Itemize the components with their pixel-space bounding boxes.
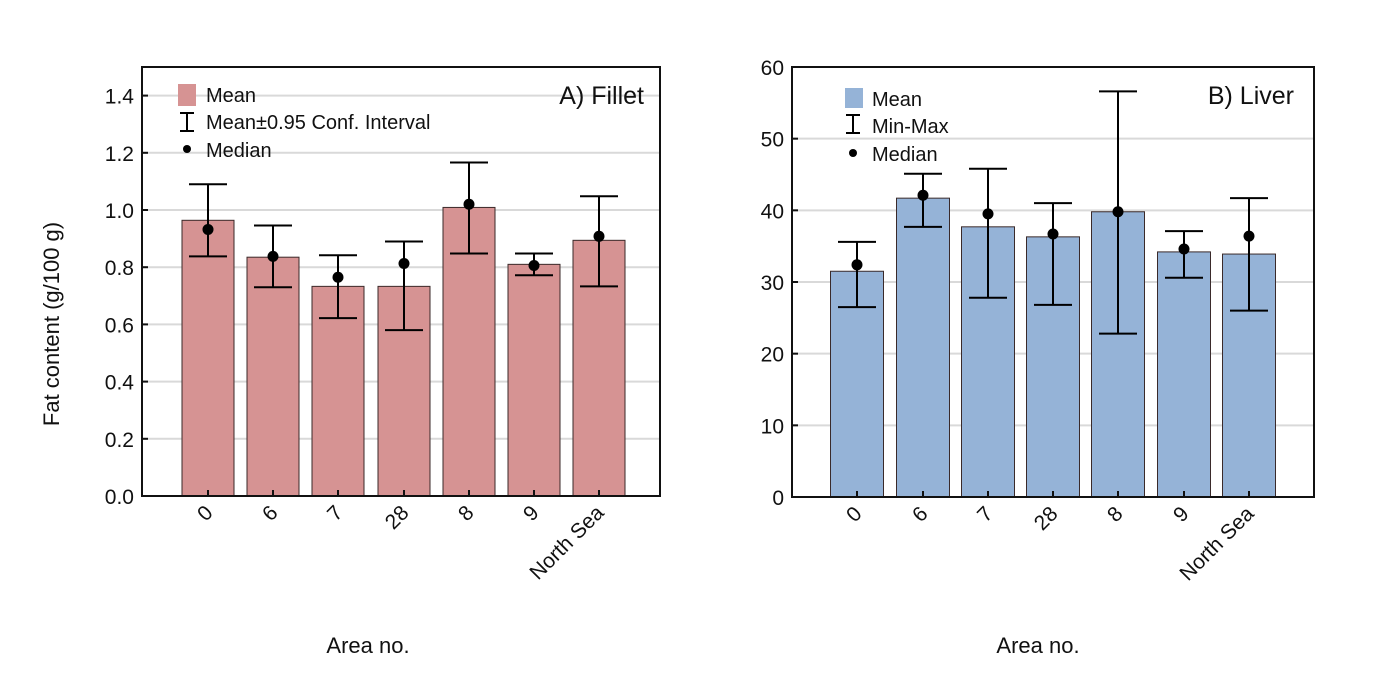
x-tick-label: 6 — [908, 502, 933, 527]
error-bar — [319, 254, 357, 320]
legend-errorbar-icon — [846, 114, 860, 134]
error-bar — [385, 240, 423, 332]
y-tick-label: 0.8 — [105, 257, 134, 280]
bars — [181, 206, 626, 497]
x-tick-label: 7 — [323, 501, 348, 526]
median-dot — [463, 198, 475, 210]
legend-mean-swatch — [845, 88, 863, 108]
legend-errorbar-icon — [180, 112, 194, 132]
legend-errorbar-label: Mean±0.95 Conf. Interval — [206, 112, 430, 134]
median-dot — [1243, 230, 1255, 242]
bar — [1157, 251, 1211, 498]
panel-title: A) Fillet — [559, 82, 644, 110]
median-dot — [267, 250, 279, 262]
panel-title: B) Liver — [1208, 82, 1294, 110]
y-tick-label: 40 — [761, 200, 784, 223]
median-dot — [528, 259, 540, 271]
bar — [246, 256, 300, 497]
y-tick-label: 50 — [761, 129, 784, 152]
y-tick-label: 0.2 — [105, 429, 134, 452]
error-bar — [189, 183, 227, 258]
y-tick-label: 0.4 — [105, 372, 135, 395]
x-tick-label: 8 — [1103, 502, 1128, 527]
y-tick-label: 0 — [772, 487, 784, 510]
x-tick-label: 0 — [193, 501, 218, 526]
median-dot — [1047, 228, 1059, 240]
median-dot — [593, 230, 605, 242]
x-tick-label: 0 — [842, 502, 867, 527]
x-tick-label: 28 — [381, 501, 414, 534]
x-tick-label: 9 — [519, 501, 544, 526]
legend: Mean Mean±0.95 Conf. Interval Median — [178, 84, 430, 162]
legend: Mean Min-Max Median — [845, 88, 949, 166]
legend-errorbar-label: Min-Max — [872, 116, 949, 138]
y-tick-label: 0.0 — [105, 486, 134, 509]
legend-median-label: Median — [872, 144, 938, 166]
x-axis-title: Area no. — [326, 633, 409, 658]
median-dot — [851, 259, 863, 271]
median-markers — [202, 198, 605, 283]
legend-median-dot — [849, 149, 857, 157]
legend-median-label: Median — [206, 140, 272, 162]
median-markers — [851, 189, 1255, 271]
plot-frame — [141, 66, 661, 497]
median-dot — [1112, 206, 1124, 218]
x-tick-label: 6 — [258, 501, 283, 526]
x-tick-label: 28 — [1030, 502, 1063, 535]
legend-median-dot — [183, 145, 191, 153]
bars — [830, 197, 1276, 498]
legend-mean-label: Mean — [872, 89, 922, 111]
median-dot — [982, 208, 994, 220]
error-bar — [838, 240, 876, 309]
y-tick-label: 1.0 — [105, 200, 134, 223]
bar — [896, 197, 950, 498]
bar — [507, 263, 561, 497]
y-axis-ticks: 0.0 0.2 0.4 0.6 0.8 1.0 1.2 1.4 — [105, 86, 148, 509]
y-tick-label: 20 — [761, 344, 784, 367]
median-dot — [398, 257, 410, 269]
median-dot — [917, 189, 929, 201]
y-axis-ticks: 0 10 20 30 40 50 60 — [761, 57, 798, 510]
y-tick-label: 1.2 — [105, 143, 134, 166]
median-dot — [1178, 243, 1190, 255]
y-tick-label: 1.4 — [105, 86, 135, 109]
y-tick-label: 10 — [761, 415, 784, 438]
bar — [572, 239, 626, 497]
x-axis-title: Area no. — [996, 633, 1079, 658]
y-tick-label: 0.6 — [105, 314, 134, 337]
legend-mean-label: Mean — [206, 85, 256, 107]
bar — [181, 219, 235, 497]
error-bar — [969, 167, 1007, 299]
y-tick-label: 30 — [761, 272, 784, 295]
error-bar — [1230, 197, 1268, 312]
x-tick-label: 7 — [973, 502, 998, 527]
y-axis-title: Fat content (g/100 g) — [39, 222, 64, 426]
x-tick-label: 8 — [454, 501, 479, 526]
y-tick-label: 60 — [761, 57, 784, 80]
median-dot — [332, 271, 344, 283]
bar — [311, 285, 365, 497]
legend-mean-swatch — [178, 84, 196, 106]
median-dot — [202, 223, 214, 235]
error-bar — [1034, 202, 1072, 306]
bar — [442, 206, 496, 497]
x-tick-label: 9 — [1169, 502, 1194, 527]
